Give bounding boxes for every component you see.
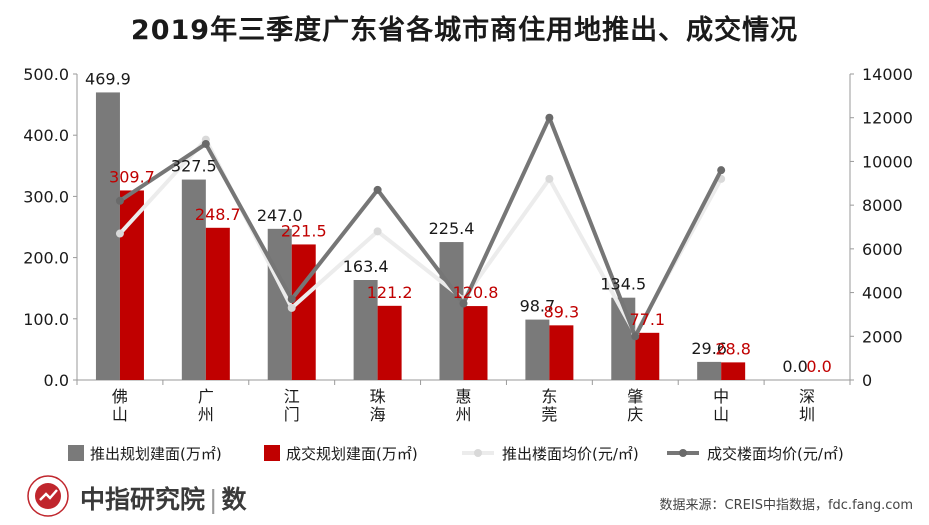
point-supply-price [545, 174, 554, 183]
brand-name: 中指研究院 | 数 [80, 480, 246, 516]
bar-deal-东莞 [549, 325, 574, 380]
category-label-江门: 江 [284, 387, 300, 406]
category-label-中山: 山 [713, 405, 729, 424]
bar-supply-中山 [697, 361, 722, 380]
legend-label: 推出楼面均价(元/㎡) [502, 445, 639, 463]
category-label-肇庆: 肇 [627, 387, 643, 406]
data-label-deal: 309.7 [109, 167, 155, 186]
legend-swatch [264, 445, 280, 461]
category-label-惠州: 州 [455, 405, 471, 424]
data-label-supply: 469.9 [85, 69, 131, 88]
category-label-深圳: 圳 [799, 405, 815, 424]
category-label-东莞: 莞 [541, 405, 557, 424]
category-label-肇庆: 庆 [627, 405, 643, 424]
data-source-note: 数据来源：CREIS中指数据，fdc.fang.com [659, 498, 913, 513]
data-label-supply: 29.6 [691, 339, 727, 358]
bar-deal-中山 [721, 362, 746, 380]
bar-supply-东莞 [525, 319, 550, 380]
right-axis-tick-label: 8000 [862, 196, 903, 215]
data-label-deal: 77.1 [629, 310, 665, 329]
brand-divider: | [209, 485, 218, 514]
point-deal-price [631, 332, 640, 341]
legend-swatch [68, 445, 84, 461]
point-deal-price [545, 113, 554, 122]
data-label-supply: 247.0 [257, 206, 303, 225]
left-axis-tick-label: 300.0 [23, 187, 69, 206]
bar-deal-惠州 [463, 306, 488, 380]
data-label-deal: 89.3 [544, 302, 580, 321]
category-label-广州: 广 [198, 387, 214, 406]
legend-label: 成交楼面均价(元/㎡) [707, 445, 844, 463]
bar-supply-惠州 [439, 242, 464, 380]
bar-supply-佛山 [95, 92, 120, 380]
bar-deal-珠海 [377, 305, 402, 380]
right-axis-tick-label: 4000 [862, 284, 903, 303]
data-label-deal: 221.5 [281, 221, 327, 240]
data-label-supply: 98.7 [520, 297, 556, 316]
point-deal-price [373, 185, 382, 194]
category-label-佛山: 山 [112, 405, 128, 424]
point-supply-price [373, 227, 382, 236]
bar-supply-珠海 [353, 279, 378, 380]
point-deal-price [201, 139, 210, 148]
point-deal-price [717, 166, 726, 175]
point-deal-price [287, 295, 296, 304]
data-label-supply: 163.4 [343, 257, 389, 276]
left-axis-tick-label: 200.0 [23, 249, 69, 268]
right-axis-tick-label: 14000 [862, 65, 913, 84]
point-deal-price [115, 196, 124, 205]
data-label-supply: 0.0 [782, 357, 807, 376]
bar-deal-江门 [291, 244, 316, 380]
right-axis-tick-label: 0 [862, 371, 872, 390]
left-axis-tick-label: 0.0 [44, 371, 69, 390]
point-supply-price [115, 229, 124, 238]
right-axis-tick-label: 12000 [862, 109, 913, 128]
left-axis-tick-label: 100.0 [23, 310, 69, 329]
legend-label: 推出规划建面(万㎡) [90, 445, 222, 463]
category-label-中山: 中 [713, 387, 729, 406]
bar-deal-肇庆 [635, 332, 660, 380]
right-axis-tick-label: 2000 [862, 327, 903, 346]
data-label-deal: 0.0 [806, 357, 831, 376]
category-label-珠海: 海 [370, 405, 386, 424]
right-axis-tick-label: 6000 [862, 240, 903, 259]
category-label-惠州: 惠 [455, 387, 471, 406]
right-axis-tick-label: 10000 [862, 152, 913, 171]
legend-label: 成交规划建面(万㎡) [286, 445, 418, 463]
brand-logo-icon [27, 475, 69, 517]
data-label-deal: 248.7 [195, 205, 241, 224]
brand-text: 中指研究院 [80, 485, 206, 514]
line-deal-price [118, 115, 723, 339]
left-axis-tick-label: 500.0 [23, 65, 69, 84]
left-axis-tick-label: 400.0 [23, 126, 69, 145]
chart-title: 2019年三季度广东省各城市商住用地推出、成交情况 [130, 15, 799, 46]
point-deal-price [459, 299, 468, 308]
legend-marker [474, 449, 482, 457]
data-label-deal: 120.8 [453, 283, 499, 302]
bar-deal-广州 [205, 227, 230, 380]
point-supply-price [287, 303, 296, 312]
category-label-广州: 州 [198, 405, 214, 424]
category-label-佛山: 佛 [112, 387, 128, 406]
category-label-江门: 门 [284, 405, 300, 424]
data-label-deal: 121.2 [367, 283, 413, 302]
data-label-supply: 134.5 [600, 275, 646, 294]
category-label-东莞: 东 [541, 387, 557, 406]
category-label-珠海: 珠 [370, 387, 386, 406]
data-label-deal: 28.8 [715, 339, 751, 358]
legend-marker [679, 449, 687, 457]
bar-supply-广州 [181, 179, 206, 380]
data-label-supply: 327.5 [171, 157, 217, 176]
data-label-supply: 225.4 [429, 219, 475, 238]
category-label-深圳: 深 [799, 387, 815, 406]
brand-suffix: 数 [221, 485, 247, 514]
